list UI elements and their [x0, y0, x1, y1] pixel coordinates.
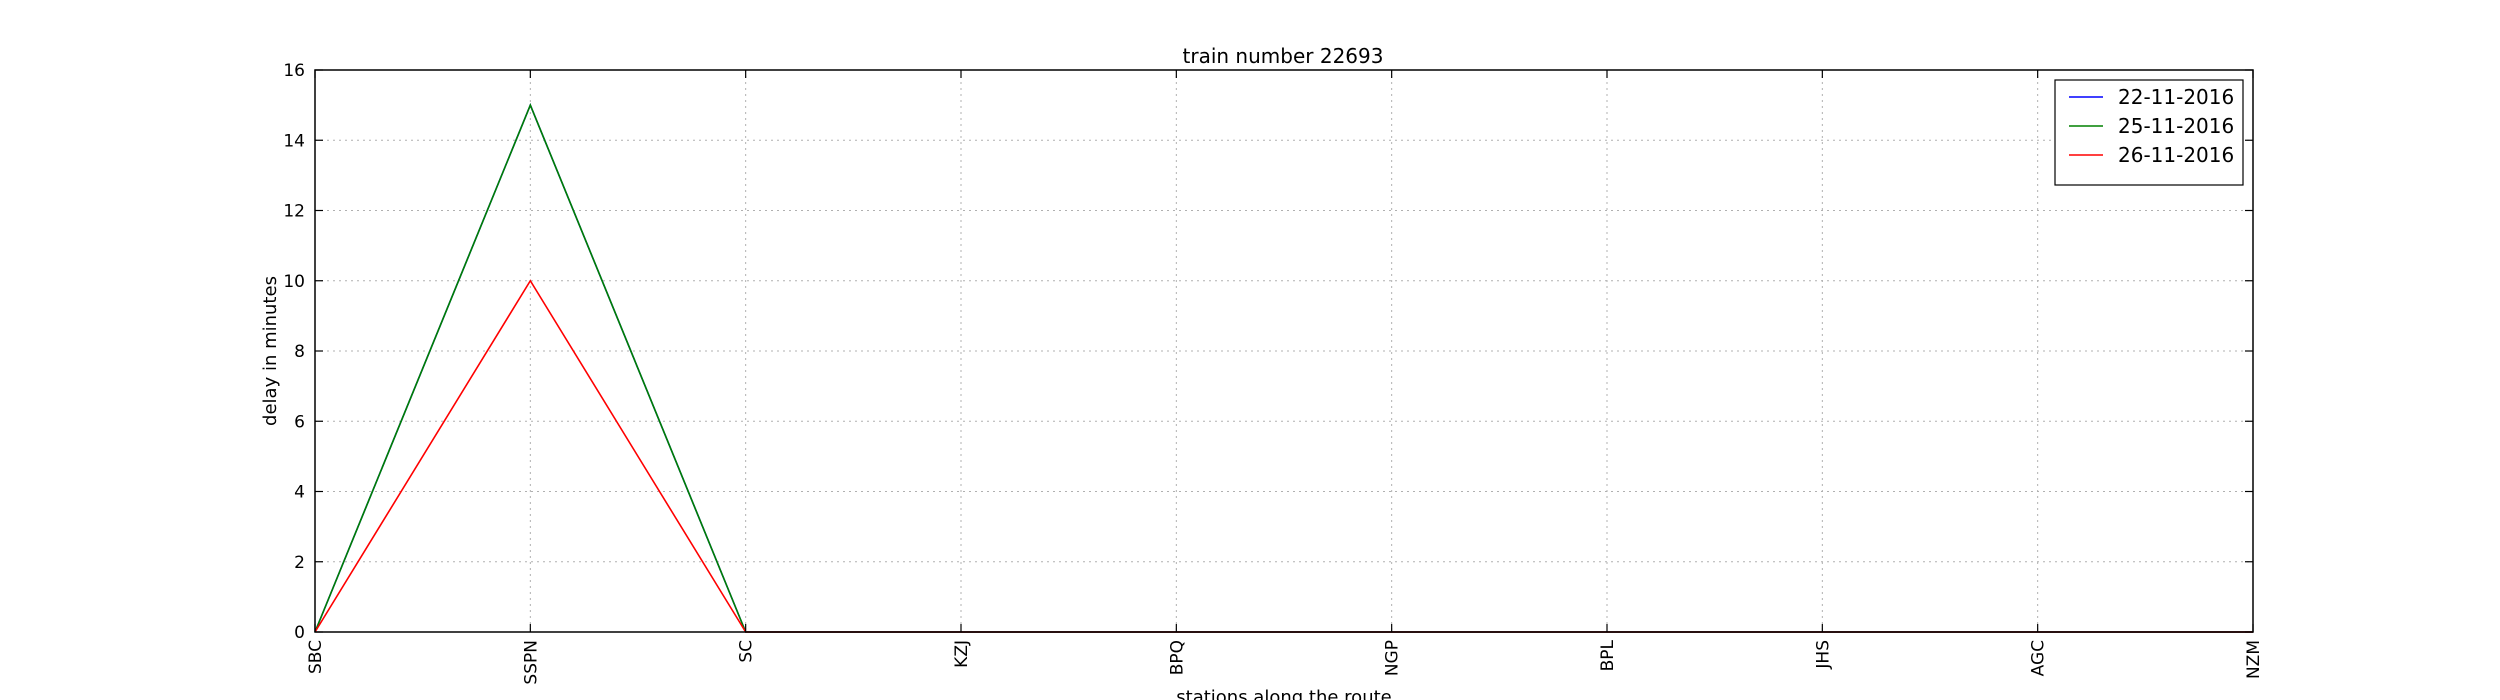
chart-title: train number 22693 [1183, 44, 1384, 68]
x-tick-label: JHS [1813, 640, 1833, 670]
y-tick-label: 6 [294, 412, 305, 432]
series-line-1 [314, 103, 2253, 633]
y-tick-label: 2 [294, 553, 305, 573]
y-tick-label: 8 [294, 342, 305, 362]
y-tick-label: 0 [294, 623, 305, 643]
series-line-2 [314, 103, 2253, 633]
legend-entry: 26-11-2016 [2118, 143, 2234, 167]
grid [314, 69, 2254, 633]
x-tick-label: BPL [1598, 639, 1618, 671]
x-tick-label: SC [737, 640, 757, 663]
x-tick-label: BPQ [1167, 640, 1187, 675]
x-tick-label: SBC [306, 640, 326, 674]
x-tick-label: NGP [1383, 640, 1403, 676]
y-tick-label: 14 [283, 131, 305, 151]
y-tick-label: 10 [283, 272, 305, 292]
x-axis-label: stations along the route [1176, 687, 1391, 700]
series-line-3 [314, 279, 2253, 633]
series-lines [314, 103, 2253, 633]
x-tick-label: AGC [2029, 640, 2049, 676]
legend-entry: 22-11-2016 [2118, 85, 2234, 109]
axis-ticks: SBC SSPN SC KZJ BPQ NGP BPL JHS AGC NZM 0 2 4 6 8 10 12 1… [283, 61, 2264, 685]
x-tick-label: NZM [2244, 640, 2264, 679]
y-tick-label: 16 [283, 61, 305, 81]
y-tick-label: 12 [283, 202, 305, 222]
legend-entry: 25-11-2016 [2118, 114, 2234, 138]
x-tick-label: KZJ [952, 640, 972, 668]
x-tick-label: SSPN [521, 640, 541, 685]
y-axis-label: delay in minutes [260, 276, 281, 426]
plot-frame [314, 69, 2254, 633]
legend: 22-11-2016 25-11-2016 26-11-2016 [2054, 79, 2244, 186]
y-tick-label: 4 [294, 483, 305, 503]
